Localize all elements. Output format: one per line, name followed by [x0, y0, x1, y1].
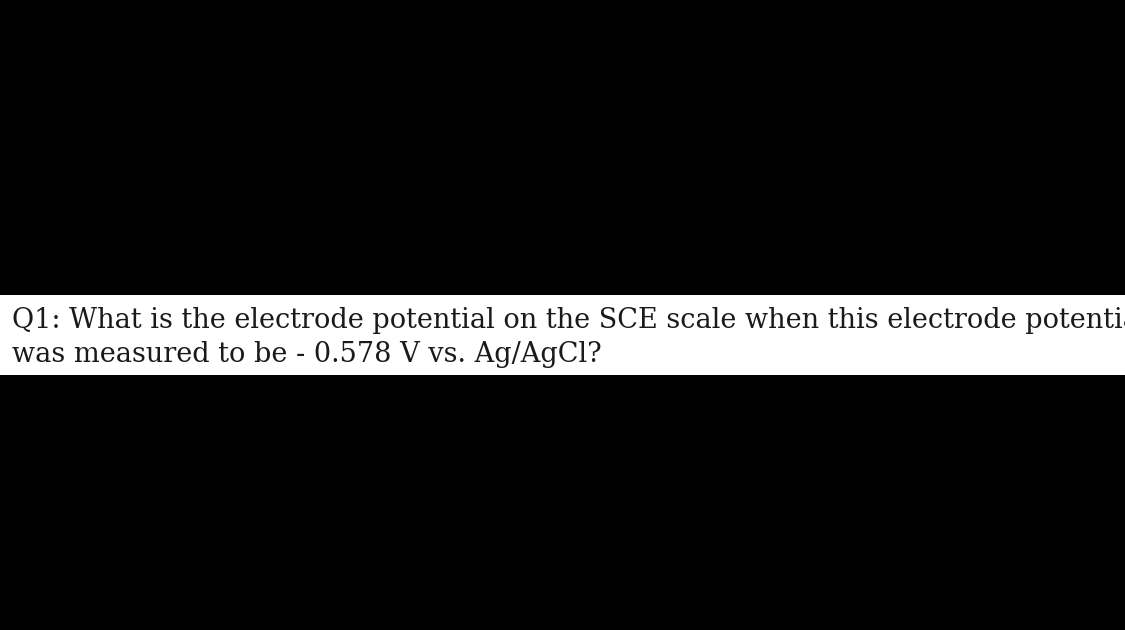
- Bar: [0, 295, 1125, 375]
- Text: Q1: What is the electrode potential on the SCE scale when this electrode potenti: Q1: What is the electrode potential on t…: [12, 307, 1125, 333]
- Text: was measured to be - 0.578 V vs. Ag/AgCl?: was measured to be - 0.578 V vs. Ag/AgCl…: [12, 341, 602, 369]
